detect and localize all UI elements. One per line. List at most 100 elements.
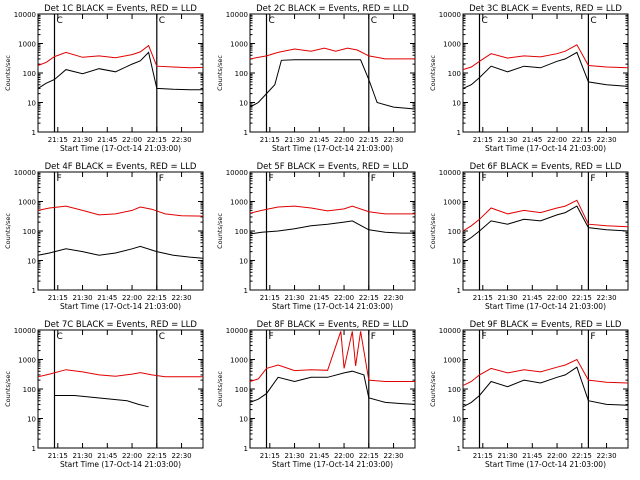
x-tick-label: 21:15	[48, 294, 68, 302]
detector-panel-1: Det 1C BLACK = Events, RED = LLD 1 10 100 10…	[4, 4, 204, 153]
x-tick-label: 22:30	[383, 452, 403, 460]
x-tick-label: 21:15	[260, 452, 280, 460]
x-axis-label: Start Time (17-Oct-14 21:03:00)	[485, 460, 606, 469]
y-tick-label: 10000	[14, 327, 36, 335]
y-tick-label: 10000	[226, 169, 248, 177]
y-tick-label: 1	[244, 287, 248, 295]
x-tick-label: 21:45	[522, 452, 542, 460]
y-tick-label: 1	[244, 129, 248, 137]
y-tick-label: 10	[452, 416, 461, 424]
series-lld	[462, 358, 629, 387]
x-tick-label: 22:00	[122, 136, 142, 144]
x-tick-label: 22:30	[596, 452, 616, 460]
y-tick-label: 1	[457, 287, 461, 295]
chart-title: Det 7C BLACK = Events, RED = LLD	[44, 320, 197, 330]
y-tick-label: 10	[27, 100, 36, 108]
x-tick-label: 21:30	[497, 136, 517, 144]
y-tick-label: 100	[235, 228, 248, 236]
plot-frame	[37, 329, 204, 449]
y-tick-label: 10000	[14, 11, 36, 19]
y-tick-label: 1000	[443, 41, 461, 49]
y-tick-label: 10	[239, 258, 248, 266]
marker-label: F	[269, 174, 274, 184]
x-tick-label: 21:30	[497, 294, 517, 302]
series-lld	[37, 369, 203, 378]
y-tick-label: 100	[235, 70, 248, 78]
y-tick-label: 1	[457, 129, 461, 137]
series-events	[462, 205, 629, 244]
marker-label: C	[590, 16, 596, 26]
y-tick-label: 100	[23, 70, 36, 78]
x-tick-label: 21:45	[309, 294, 329, 302]
series-events	[37, 245, 204, 259]
chart-title: Det 4F BLACK = Events, RED = LLD	[45, 162, 197, 172]
chart-title: Det 9F BLACK = Events, RED = LLD	[470, 320, 622, 330]
x-tick-label: 22:15	[147, 452, 167, 460]
chart-title: Det 6F BLACK = Events, RED = LLD	[470, 162, 622, 172]
x-tick-label: 22:00	[122, 294, 142, 302]
y-tick-label: 1000	[18, 357, 36, 365]
y-tick-label: 1	[244, 445, 248, 453]
marker-label: F	[269, 332, 274, 342]
plot-frame	[37, 171, 204, 291]
x-tick-label: 22:15	[359, 452, 379, 460]
y-tick-label: 10000	[439, 11, 461, 19]
y-axis-label: Counts/sec	[216, 213, 224, 249]
series-lld	[37, 44, 204, 69]
x-tick-label: 22:00	[334, 136, 354, 144]
x-axis-label: Start Time (17-Oct-14 21:03:00)	[272, 460, 393, 469]
series-lld	[249, 205, 415, 215]
chart-title: Det 1C BLACK = Events, RED = LLD	[44, 4, 197, 14]
y-tick-label: 10000	[439, 169, 461, 177]
x-tick-label: 22:30	[171, 294, 191, 302]
detector-panel-2: Det 2C BLACK = Events, RED = LLD 1 10 100 10…	[216, 4, 416, 153]
marker-label: C	[57, 332, 63, 342]
y-tick-label: 1	[32, 287, 36, 295]
y-axis-label: Counts/sec	[216, 55, 224, 91]
chart-title: Det 8F BLACK = Events, RED = LLD	[257, 320, 409, 330]
y-tick-label: 10	[27, 416, 36, 424]
x-tick-label: 21:30	[284, 294, 304, 302]
marker-label: F	[57, 174, 62, 184]
y-axis-label: Counts/sec	[4, 371, 12, 407]
y-tick-label: 100	[448, 70, 461, 78]
marker-label: C	[269, 16, 275, 26]
chart-title: Det 5F BLACK = Events, RED = LLD	[257, 162, 409, 172]
y-tick-label: 1000	[230, 41, 248, 49]
x-axis-label: Start Time (17-Oct-14 21:03:00)	[485, 302, 606, 311]
y-tick-label: 1	[32, 129, 36, 137]
detector-panel-6: Det 6F BLACK = Events, RED = LLD 1 10 100 10…	[429, 162, 629, 311]
x-axis-label: Start Time (17-Oct-14 21:03:00)	[272, 144, 393, 153]
x-axis-label: Start Time (17-Oct-14 21:03:00)	[60, 460, 181, 469]
y-tick-label: 10000	[226, 11, 248, 19]
x-tick-label: 22:15	[359, 136, 379, 144]
x-tick-label: 21:45	[309, 452, 329, 460]
y-tick-label: 10	[239, 416, 248, 424]
x-tick-label: 21:45	[522, 136, 542, 144]
series-events	[462, 366, 629, 408]
x-tick-label: 21:45	[97, 136, 117, 144]
detector-panel-5: Det 5F BLACK = Events, RED = LLD 1 10 100 10…	[216, 162, 416, 311]
detector-panel-9: Det 9F BLACK = Events, RED = LLD 1 10 100 10…	[429, 320, 629, 469]
y-tick-label: 1000	[230, 199, 248, 207]
series-lld	[37, 205, 204, 217]
x-tick-label: 22:00	[547, 136, 567, 144]
x-tick-label: 21:30	[72, 452, 92, 460]
y-tick-label: 100	[23, 386, 36, 394]
x-tick-label: 22:15	[359, 294, 379, 302]
detector-panel-4: Det 4F BLACK = Events, RED = LLD 1 10 100 10…	[4, 162, 204, 311]
x-tick-label: 22:00	[547, 452, 567, 460]
marker-label: F	[159, 174, 164, 184]
x-axis-label: Start Time (17-Oct-14 21:03:00)	[60, 144, 181, 153]
series-events	[249, 59, 416, 110]
x-tick-label: 21:15	[260, 136, 280, 144]
detector-panel-3: Det 3C BLACK = Events, RED = LLD 1 10 100 10…	[429, 4, 629, 153]
y-axis-label: Counts/sec	[429, 371, 437, 407]
detector-panel-8: Det 8F BLACK = Events, RED = LLD 1 10 100 10…	[216, 320, 416, 469]
y-tick-label: 1	[457, 445, 461, 453]
plot-frame	[462, 171, 629, 291]
x-tick-label: 22:30	[171, 452, 191, 460]
y-tick-label: 100	[235, 386, 248, 394]
x-tick-label: 21:45	[522, 294, 542, 302]
